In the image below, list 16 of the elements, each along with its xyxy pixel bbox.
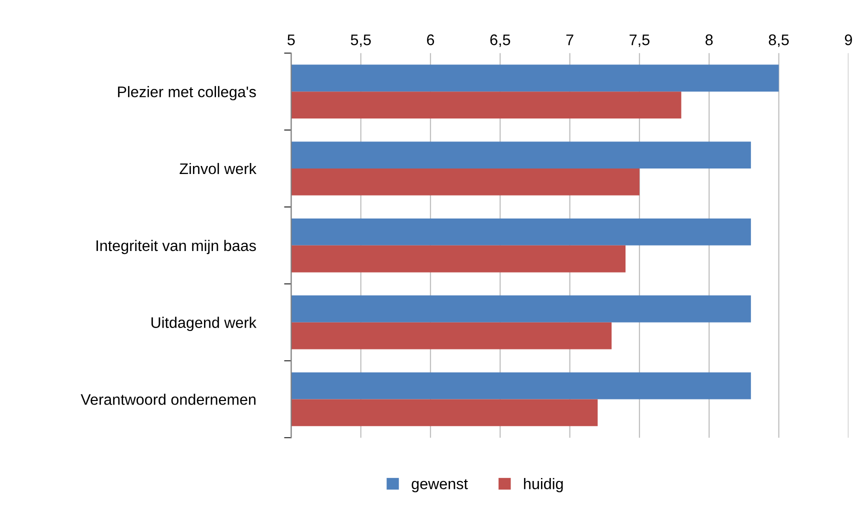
y-tick-label: Plezier met collega's (118, 86, 256, 100)
y-tick-label: Uitdagend werk (151, 316, 256, 332)
x-tick-label: 6 (427, 34, 434, 46)
x-tick-label: 6,5 (490, 34, 510, 48)
x-tick-label: 7,5 (630, 34, 650, 48)
legend-label: gewenst (412, 479, 468, 492)
x-tick-label: 8,5 (768, 34, 789, 48)
y-tick-label: Verantwoord ondernemen (80, 394, 256, 405)
legend-label: huidig (524, 478, 563, 492)
y-tick-label: Zinvol werk (180, 162, 256, 174)
x-tick-label: 9 (844, 34, 852, 46)
x-tick-label: 5,5 (350, 34, 371, 48)
x-tick-label: 7 (566, 34, 574, 46)
x-tick-label: 5 (288, 34, 295, 46)
x-tick-label: 8 (706, 34, 713, 46)
y-tick-label: Integriteit van mijn baas (96, 240, 256, 254)
